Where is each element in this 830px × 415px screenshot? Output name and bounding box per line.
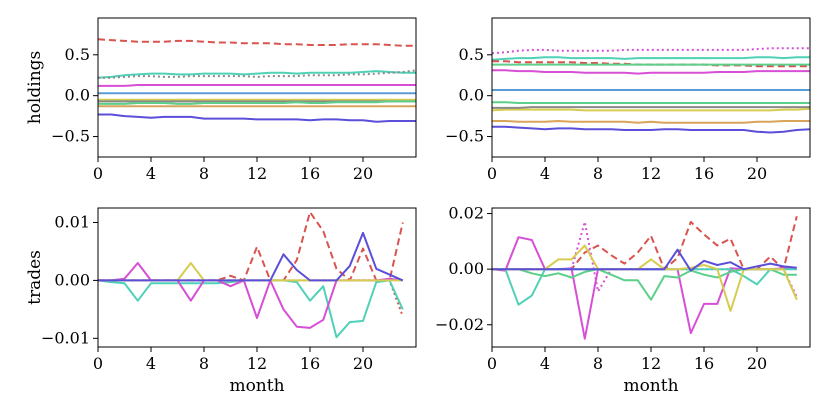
axes-frame [97,207,417,348]
x-tick-label: 0 [93,354,103,373]
x-tick-label: 0 [93,164,103,183]
y-axis-label: trades [25,250,45,305]
series-line-2 [98,279,404,339]
series-line-8 [492,106,810,109]
series-line-2 [98,69,416,79]
x-tick-label: 16 [694,164,714,183]
series-group [98,38,416,123]
series-line-1 [492,56,810,61]
y-tick-label: 0.00 [448,259,484,278]
y-tick-label: 0.01 [54,212,90,231]
x-tick-label: 4 [540,164,550,183]
y-axis-label: holdings [25,51,45,125]
x-tick-label: 4 [146,354,156,373]
x-tick-label: 8 [593,354,603,373]
x-tick-label: 20 [353,164,373,183]
x-axis-label: month [229,376,284,396]
series-line-0 [492,47,810,55]
y-tick-label: −0.01 [41,328,90,347]
x-tick-label: 16 [694,354,714,373]
series-line-2 [492,236,797,340]
y-tick-label: −0.5 [51,127,90,146]
y-tick-label: 0.0 [65,86,90,105]
x-axis-label: month [623,376,678,396]
x-tick-label: 16 [300,354,320,373]
series-group [492,47,810,134]
series-line-9 [98,113,416,123]
series-line-6 [492,101,810,104]
series-group [98,211,404,339]
x-tick-label: 12 [641,164,661,183]
x-tick-label: 0 [487,164,497,183]
series-line-9 [492,120,810,124]
series-line-0 [492,216,798,271]
x-tick-label: 4 [540,354,550,373]
y-tick-label: 0.02 [448,204,484,223]
series-line-5 [98,231,404,282]
panel-bottom-right: 0 4 8 12 16 20 −0.02 0.00 0.02 month [435,204,811,396]
y-tick-label: −0.02 [435,315,484,334]
y-tick-label: 0.5 [459,45,484,64]
series-line-4 [492,69,810,75]
series-line-10 [492,125,810,134]
x-tick-label: 20 [353,354,373,373]
x-tick-label: 8 [593,164,603,183]
y-tick-label: 0.0 [459,86,484,105]
series-line-7 [98,100,416,105]
x-tick-label: 16 [300,164,320,183]
series-group [492,216,798,340]
y-tick-label: 0.5 [65,45,90,64]
x-tick-label: 20 [747,164,767,183]
series-line-3 [98,84,416,87]
series-line-6 [492,248,797,272]
x-tick-label: 20 [747,354,767,373]
x-tick-label: 12 [247,164,267,183]
x-tick-label: 4 [146,164,156,183]
x-tick-label: 8 [199,354,209,373]
x-tick-label: 0 [487,354,497,373]
panel-bottom-left: 0 4 8 12 16 20 −0.01 0.00 0.01 month trades [25,207,417,396]
series-line-7 [492,107,810,112]
panel-top-left: 0 4 8 12 16 20 −0.5 0.0 0.5 holdings [25,17,417,183]
series-line-3 [98,262,403,329]
panel-top-right: 0 4 8 12 16 20 −0.5 0.0 0.5 [445,17,811,183]
y-tick-label: 0.00 [54,270,90,289]
x-tick-label: 8 [199,164,209,183]
series-line-0 [98,38,416,47]
x-tick-label: 12 [641,354,661,373]
series-line-1 [98,70,416,79]
axes-frame [491,17,811,158]
y-tick-label: −0.5 [445,127,484,146]
x-tick-label: 12 [247,354,267,373]
axes-frame [97,17,417,158]
